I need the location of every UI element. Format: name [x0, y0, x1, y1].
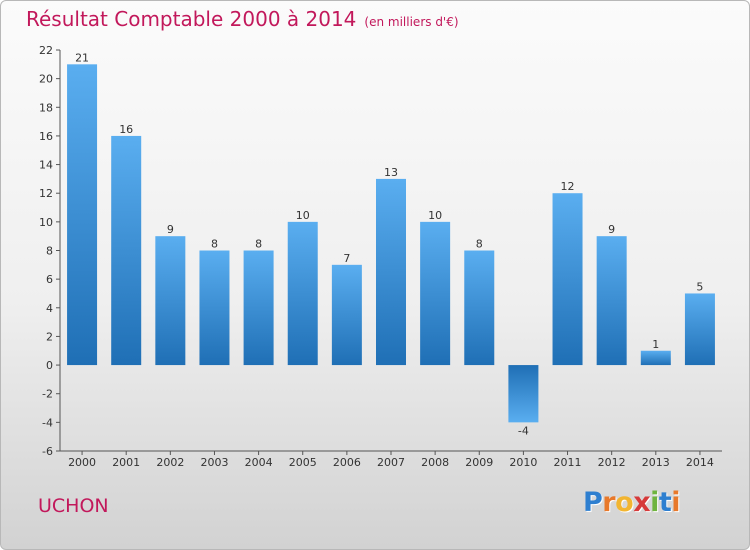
y-tick-label: -6 [42, 445, 53, 458]
x-tick-label: 2011 [554, 456, 582, 469]
x-tick-label: 2002 [156, 456, 184, 469]
bar-value-label: 13 [384, 166, 398, 179]
bar-value-label: 8 [476, 238, 483, 251]
bar [508, 365, 539, 423]
bar-value-label: 12 [561, 180, 575, 193]
bar [331, 264, 362, 366]
y-tick-label: 10 [39, 216, 53, 229]
y-tick-label: -2 [42, 388, 53, 401]
x-tick-label: 2007 [377, 456, 405, 469]
y-tick-label: 18 [39, 101, 53, 114]
x-tick-label: 2012 [598, 456, 626, 469]
logo-letter: o [615, 487, 634, 518]
x-tick-label: 2005 [289, 456, 317, 469]
y-tick-label: 22 [39, 44, 53, 57]
x-tick-label: 2001 [112, 456, 140, 469]
bar-value-label: 9 [167, 223, 174, 236]
y-tick-label: 16 [39, 130, 53, 143]
x-tick-label: 2004 [245, 456, 273, 469]
chart-title: Résultat Comptable 2000 à 2014 (en millie… [26, 7, 459, 31]
bar-value-label: 21 [75, 51, 89, 64]
x-tick-label: 2000 [68, 456, 96, 469]
bar-value-label: 1 [652, 338, 659, 351]
logo-letter: i [650, 487, 659, 518]
bar [596, 236, 627, 366]
bar-value-label: 8 [211, 238, 218, 251]
y-tick-label: 14 [39, 159, 53, 172]
bar [199, 250, 230, 366]
y-tick-label: 8 [46, 245, 53, 258]
x-tick-label: 2010 [509, 456, 537, 469]
bar-value-label: 10 [428, 209, 442, 222]
y-tick-label: -4 [42, 416, 53, 429]
x-tick-label: 2014 [686, 456, 714, 469]
place-name: UCHON [38, 495, 109, 517]
bar [67, 64, 98, 366]
bar-value-label: 8 [255, 238, 262, 251]
x-tick-label: 2009 [465, 456, 493, 469]
bar-value-label: 16 [119, 123, 133, 136]
y-tick-label: 0 [46, 359, 53, 372]
bar [464, 250, 495, 366]
x-tick-label: 2006 [333, 456, 361, 469]
bar [155, 236, 186, 366]
y-tick-label: 20 [39, 73, 53, 86]
x-tick-label: 2003 [200, 456, 228, 469]
y-tick-label: 12 [39, 187, 53, 200]
logo-letter: i [671, 487, 681, 518]
bar [552, 193, 583, 366]
bar-value-label: -4 [518, 424, 529, 437]
y-tick-label: 4 [46, 302, 53, 315]
bar-value-label: 7 [343, 252, 350, 265]
bar [640, 350, 671, 366]
bar [376, 178, 406, 366]
logo-letter: t [658, 487, 672, 518]
proxiti-logo: Proxiti [583, 487, 681, 518]
x-tick-label: 2013 [642, 456, 670, 469]
x-tick-label: 2008 [421, 456, 449, 469]
bar [243, 250, 274, 366]
title-unit: (en milliers d'€) [364, 15, 459, 29]
bar [684, 293, 715, 366]
logo-letter: r [602, 487, 616, 518]
logo-letter: x [633, 487, 651, 518]
bar-value-label: 9 [608, 223, 615, 236]
bar [420, 221, 451, 366]
logo-letter: P [583, 487, 603, 518]
bar-value-label: 10 [296, 209, 310, 222]
y-tick-label: 2 [46, 330, 53, 343]
y-tick-label: 6 [46, 273, 53, 286]
bar-value-label: 5 [696, 280, 703, 293]
title-main: Résultat Comptable 2000 à 2014 [26, 7, 357, 31]
bar [111, 135, 142, 366]
bar [287, 221, 318, 366]
